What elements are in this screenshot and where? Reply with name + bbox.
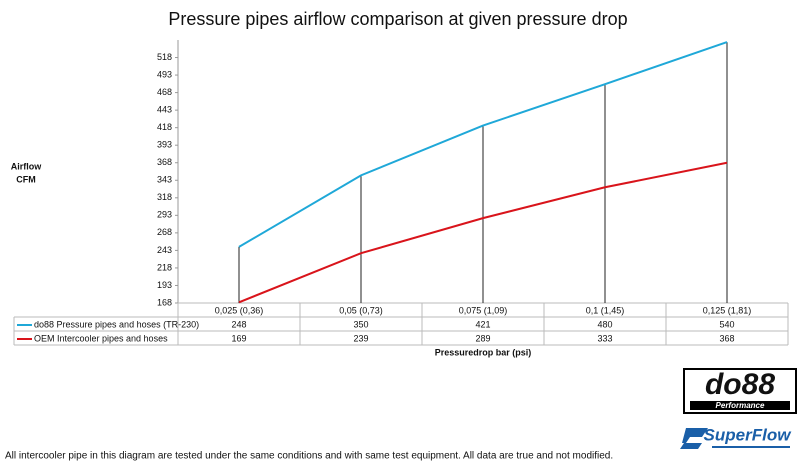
legend-label: do88 Pressure pipes and hoses (TR-230) <box>34 319 199 329</box>
y-tick-label: 493 <box>157 69 172 79</box>
chart-title: Pressure pipes airflow comparison at giv… <box>168 9 627 29</box>
logo-text: SuperFlow <box>704 425 793 444</box>
y-tick-label: 193 <box>157 280 172 290</box>
superflow-logo: SuperFlow <box>680 425 792 449</box>
logo-subtext: Performance <box>716 401 765 410</box>
x-tick-label: 0,025 (0,36) <box>215 305 264 315</box>
series-line <box>238 161 728 304</box>
y-axis-label: CFM <box>16 174 36 184</box>
x-axis-label: Pressuredrop bar (psi) <box>435 347 532 357</box>
table-value: 540 <box>719 319 734 329</box>
y-tick-label: 293 <box>157 210 172 220</box>
y-tick-label: 318 <box>157 192 172 202</box>
y-tick-label: 368 <box>157 157 172 167</box>
x-tick-label: 0,05 (0,73) <box>339 305 383 315</box>
y-tick-label: 418 <box>157 122 172 132</box>
x-tick-label: 0,075 (1,09) <box>459 305 508 315</box>
y-tick-label: 518 <box>157 52 172 62</box>
x-tick-label: 0,1 (1,45) <box>586 305 625 315</box>
y-tick-label: 393 <box>157 140 172 150</box>
table-value: 333 <box>597 333 612 343</box>
logo-text: do88 <box>705 368 775 401</box>
table-value: 239 <box>353 333 368 343</box>
logo-icon <box>680 428 708 449</box>
footnote: All intercooler pipe in this diagram are… <box>5 451 613 462</box>
table-value: 368 <box>719 333 734 343</box>
y-tick-label: 443 <box>157 105 172 115</box>
table-value: 248 <box>231 319 246 329</box>
table-value: 169 <box>231 333 246 343</box>
table-value: 350 <box>353 319 368 329</box>
table-value: 421 <box>475 319 490 329</box>
y-tick-label: 168 <box>157 297 172 307</box>
table-value: 289 <box>475 333 490 343</box>
series-line <box>238 41 728 248</box>
table-value: 480 <box>597 319 612 329</box>
y-tick-label: 218 <box>157 262 172 272</box>
y-tick-label: 468 <box>157 87 172 97</box>
y-tick-label: 343 <box>157 175 172 185</box>
do88-logo: do88 Performance <box>683 368 797 414</box>
y-tick-label: 268 <box>157 227 172 237</box>
y-tick-label: 243 <box>157 245 172 255</box>
y-axis-label: Airflow <box>11 161 42 171</box>
logo-band <box>690 401 790 410</box>
x-tick-label: 0,125 (1,81) <box>703 305 752 315</box>
legend-label: OEM Intercooler pipes and hoses <box>34 333 168 343</box>
